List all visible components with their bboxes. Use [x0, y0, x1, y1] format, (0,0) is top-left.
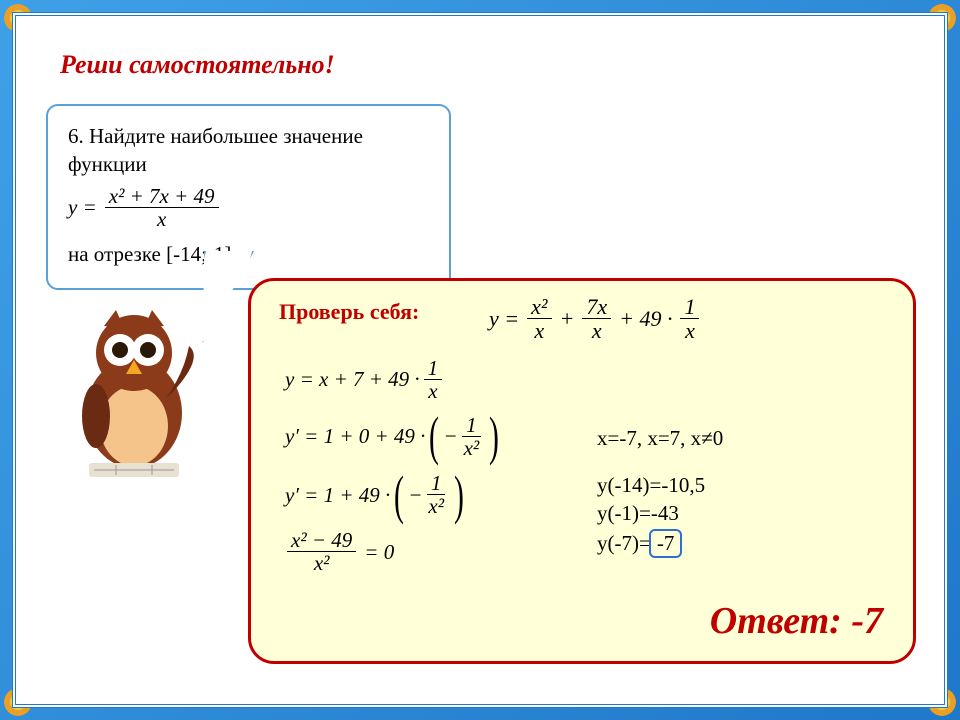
slide-frame: Реши самостоятельно! 6. Найдите наибольш…	[0, 0, 960, 720]
answer-line: Ответ: -7	[710, 599, 883, 643]
equation-expanded: y = x²x + 7xx + 49 · 1x	[489, 295, 701, 352]
equation-derivative-1: y′ = 1 + 0 + 49 · ( − 1x² )	[285, 412, 503, 461]
owl-illustration	[54, 298, 214, 478]
formula-lhs: y =	[68, 193, 97, 221]
slide-content: Реши самостоятельно! 6. Найдите наибольш…	[16, 16, 944, 704]
page-title: Реши самостоятельно!	[60, 50, 335, 80]
roots-line: x=-7, x=7, x≠0	[597, 426, 723, 451]
problem-formula-fraction: x² + 7x + 49 x	[105, 185, 219, 230]
speech-bubble: 6. Найдите наибольшее значение функции y…	[46, 104, 451, 290]
solution-values: x=-7, x=7, x≠0 y(-14)=-10,5 y(-1)=-43 y(…	[597, 426, 723, 561]
highlighted-value: -7	[649, 529, 683, 558]
equation-simplified: y = x + 7 + 49 · 1x	[285, 357, 503, 402]
slide-inner: Реши самостоятельно! 6. Найдите наибольш…	[12, 12, 948, 708]
solution-callout: Проверь себя: y = x²x + 7xx + 49 · 1x y …	[248, 278, 916, 664]
equation-final: x² − 49x² = 0	[285, 529, 503, 574]
check-yourself-label: Проверь себя:	[279, 299, 419, 325]
value-at-minus1: y(-1)=-43	[597, 501, 723, 526]
equation-column: y = x + 7 + 49 · 1x y′ = 1 + 0 + 49 · ( …	[285, 357, 503, 584]
value-at-minus14: y(-14)=-10,5	[597, 473, 723, 498]
problem-line-1: 6. Найдите наибольшее значение функции	[68, 122, 429, 179]
value-at-minus7: y(-7)=-7	[597, 529, 723, 558]
equation-derivative-2: y′ = 1 + 49 · ( − 1x² )	[285, 471, 503, 520]
